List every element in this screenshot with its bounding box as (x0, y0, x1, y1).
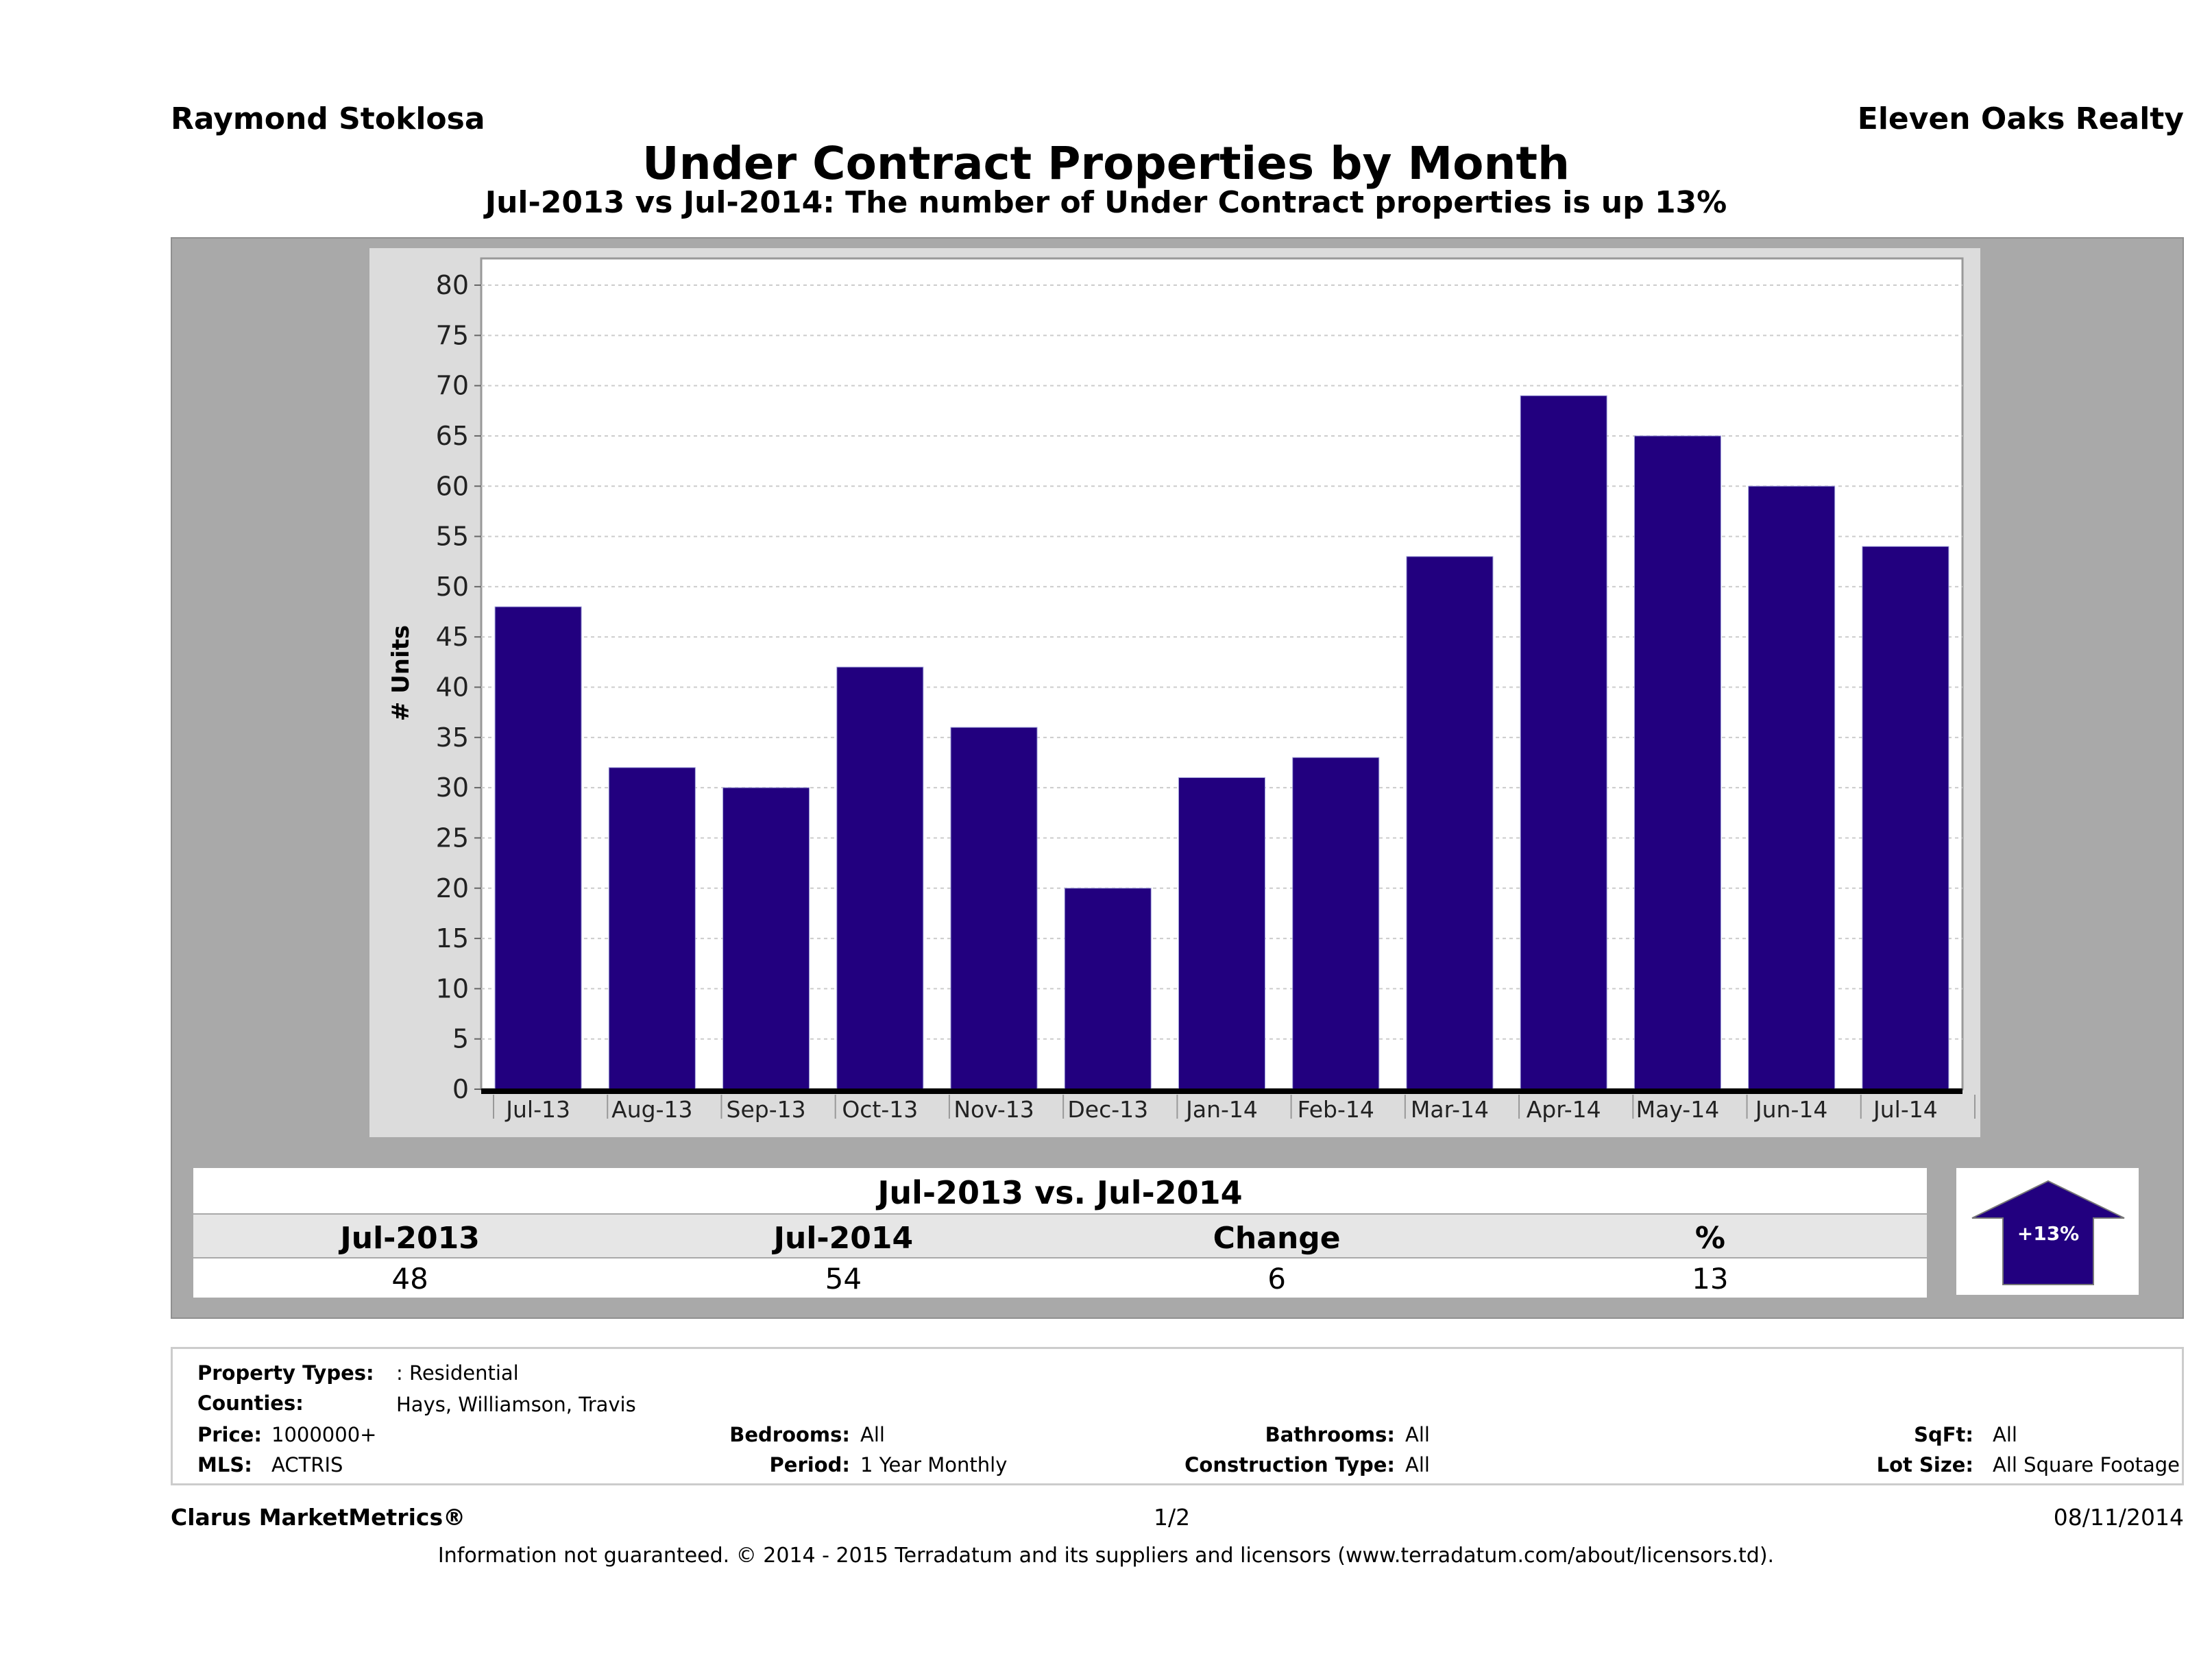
mls-label: MLS: (197, 1453, 252, 1476)
bar-jun-14 (1748, 485, 1836, 1090)
disclaimer: Information not guaranteed. © 2014 - 201… (437, 1544, 1775, 1568)
y-tick-label: 65 (436, 421, 469, 451)
bar-feb-14 (1292, 757, 1380, 1090)
x-tick-label: Jul-13 (505, 1096, 570, 1123)
x-tick-label: Oct-13 (842, 1096, 918, 1123)
x-tick-label: Nov-13 (953, 1096, 1034, 1123)
y-tick-label: 30 (436, 773, 469, 803)
bar-may-14 (1633, 435, 1721, 1090)
price-value: 1000000+ (271, 1423, 377, 1446)
counties-label: Counties: (197, 1391, 304, 1415)
change-badge-text: +13% (2017, 1222, 2079, 1245)
x-tick-label: Jun-14 (1754, 1096, 1827, 1123)
bar-dec-13 (1064, 888, 1152, 1090)
period-value: 1 Year Monthly (860, 1453, 1008, 1476)
x-tick-label: May-14 (1636, 1096, 1720, 1123)
report-date: 08/11/2014 (2053, 1504, 2184, 1531)
construction-type-value: All (1405, 1453, 1430, 1476)
y-tick-label: 10 (436, 973, 469, 1004)
bedrooms-label: Bedrooms: (729, 1423, 850, 1446)
col-header-jul-2014: Jul-2014 (773, 1221, 914, 1256)
property-types-label: Property Types: (197, 1361, 374, 1385)
x-tick-label: Dec-13 (1067, 1096, 1148, 1123)
y-axis-label: # Units (387, 625, 415, 721)
change-badge: +13% (1956, 1168, 2139, 1295)
bar-sep-13 (722, 787, 810, 1090)
price-label: Price: (197, 1423, 262, 1446)
comparison-heading: Jul-2013 vs. Jul-2014 (877, 1174, 1243, 1211)
sqft-value: All (1993, 1423, 2017, 1446)
x-tick-label: Jul-14 (1872, 1096, 1938, 1123)
y-tick-label: 60 (436, 471, 469, 501)
y-tick-label: 20 (436, 873, 469, 903)
report-criteria: Property Types: : Residential Counties: … (171, 1347, 2184, 1485)
agent-name: Raymond Stoklosa (171, 101, 485, 136)
y-tick-label: 45 (436, 622, 469, 652)
bedrooms-value: All (860, 1423, 885, 1446)
col-header-percent: % (1694, 1221, 1725, 1256)
bar-jan-14 (1178, 777, 1265, 1090)
lot-size-label: Lot Size: (1876, 1453, 1973, 1476)
product-name: Clarus MarketMetrics® (171, 1504, 466, 1531)
page-title: Under Contract Properties by Month (642, 137, 1570, 190)
value-jul-2013: 48 (391, 1262, 428, 1296)
col-header-jul-2013: Jul-2013 (340, 1221, 480, 1256)
y-tick-label: 40 (436, 672, 469, 703)
bathrooms-value: All (1405, 1423, 1430, 1446)
lot-size-value: All Square Footage (1993, 1453, 2180, 1476)
brokerage-name: Eleven Oaks Realty (1857, 101, 2184, 136)
y-tick-label: 55 (436, 522, 469, 552)
bar-aug-13 (608, 767, 696, 1090)
x-tick-label: Feb-14 (1298, 1096, 1374, 1123)
page-number: 1/2 (1154, 1504, 1191, 1531)
y-tick-label: 70 (436, 371, 469, 401)
y-tick-label: 50 (436, 572, 469, 602)
period-label: Period: (769, 1453, 850, 1476)
value-percent: 13 (1692, 1262, 1729, 1296)
property-types-value: : Residential (396, 1361, 519, 1385)
y-tick-label: 5 (452, 1024, 469, 1054)
bar-nov-13 (950, 727, 1038, 1090)
y-tick-label: 15 (436, 923, 469, 953)
bar-mar-14 (1406, 556, 1494, 1090)
bar-jul-13 (494, 606, 582, 1090)
y-tick-label: 0 (452, 1074, 469, 1104)
x-tick-label: Jan-14 (1184, 1096, 1258, 1123)
y-tick-label: 35 (436, 722, 469, 753)
bar-jul-14 (1862, 546, 1949, 1090)
x-tick-label: Sep-13 (727, 1096, 806, 1123)
col-header-change: Change (1213, 1221, 1341, 1256)
y-tick-label: 25 (436, 823, 469, 853)
y-tick-label: 80 (436, 270, 469, 300)
bar-apr-14 (1520, 395, 1607, 1090)
x-tick-label: Aug-13 (611, 1096, 692, 1123)
counties-value: Hays, Williamson, Travis (396, 1393, 636, 1416)
mls-value: ACTRIS (271, 1453, 343, 1476)
x-tick-label: Mar-14 (1411, 1096, 1489, 1123)
construction-type-label: Construction Type: (1184, 1453, 1395, 1476)
bar-chart: 0 5 10 15 20 25 30 35 40 45 50 55 60 65 70 75 80 Jul-13 A… (387, 257, 1976, 1123)
arrow-up-icon: +13% (1971, 1180, 2125, 1285)
chart-container: 0 5 10 15 20 25 30 35 40 45 50 55 60 65 70 75 80 Jul-13 A… (369, 248, 1980, 1137)
comparison-table: Jul-2013 vs. Jul-2014 Jul-2013 Jul-2014 … (193, 1168, 1927, 1298)
y-tick-label: 75 (436, 320, 469, 350)
value-change: 6 (1267, 1262, 1286, 1296)
sqft-label: SqFt: (1914, 1423, 1973, 1446)
page-subtitle: Jul-2013 vs Jul-2014: The number of Unde… (485, 185, 1727, 220)
value-jul-2014: 54 (825, 1262, 862, 1296)
x-tick-label: Apr-14 (1527, 1096, 1601, 1123)
bathrooms-label: Bathrooms: (1265, 1423, 1395, 1446)
bar-oct-13 (836, 666, 924, 1090)
